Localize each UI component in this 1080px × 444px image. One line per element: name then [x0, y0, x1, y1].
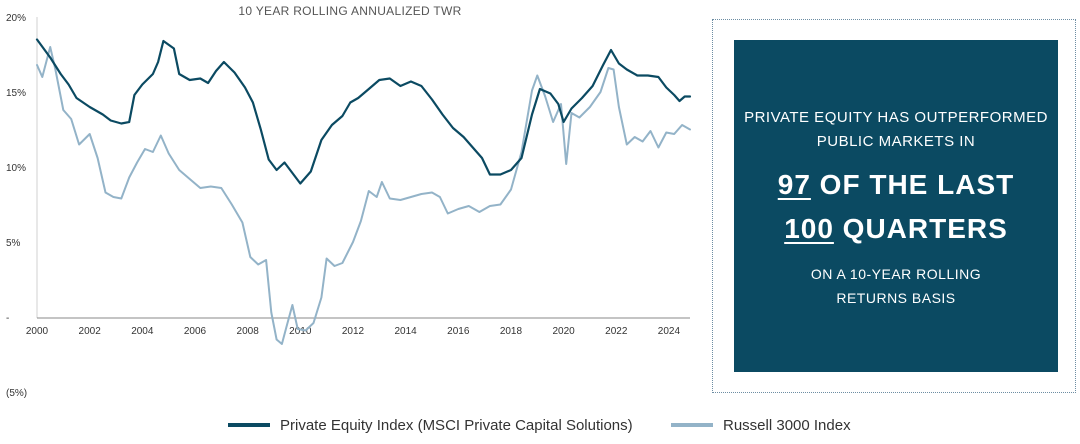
- y-tick-label: 10%: [6, 163, 26, 174]
- x-tick-label: 2010: [289, 326, 312, 337]
- x-tick-label: 2006: [184, 326, 207, 337]
- callout-big-text-1: OF THE LAST: [810, 169, 1015, 200]
- y-tick-label: 5%: [6, 238, 21, 249]
- callout-bottom-line-1: ON A 10-YEAR ROLLING: [810, 266, 982, 282]
- y-tick-labels: 20% 15% 10% 5% - (5%): [6, 13, 27, 399]
- callout-line-2: PUBLIC MARKETS IN: [816, 133, 976, 150]
- x-tick-label: 2020: [552, 326, 575, 337]
- x-tick-label: 2004: [131, 326, 154, 337]
- callout-border: [712, 19, 1076, 393]
- x-tick-label: 2022: [605, 326, 628, 337]
- chart-title: 10 YEAR ROLLING ANNUALIZED TWR: [238, 4, 461, 18]
- x-tick-label: 2014: [395, 326, 418, 337]
- callout-big-text-2: QUARTERS: [833, 213, 1008, 244]
- y-tick-label: (5%): [6, 388, 27, 399]
- callout-headline: PRIVATE EQUITY HAS OUTPERFORMED PUBLIC M…: [734, 106, 1058, 154]
- callout-big-line-2: 100 QUARTERS: [734, 212, 1058, 246]
- callout-number-100: 100: [784, 213, 834, 244]
- series-lines: [35, 38, 692, 345]
- legend-label-private-equity: Private Equity Index (MSCI Private Capit…: [280, 416, 633, 434]
- series-line-private-equity: [35, 38, 692, 185]
- x-tick-label: 2012: [342, 326, 365, 337]
- legend-item-russell-3000: Russell 3000 Index: [671, 414, 851, 436]
- callout-number-97: 97: [777, 169, 811, 200]
- y-tick-label: -: [6, 313, 9, 324]
- y-tick-label: 15%: [6, 88, 26, 99]
- line-chart: 10 YEAR ROLLING ANNUALIZED TWR 20% 15% 10%…: [6, 4, 692, 399]
- x-tick-label: 2024: [658, 326, 681, 337]
- x-tick-label: 2018: [500, 326, 523, 337]
- callout-line-1: PRIVATE EQUITY HAS OUTPERFORMED: [744, 109, 1048, 126]
- callout-big-line-1: 97 OF THE LAST: [734, 168, 1058, 202]
- x-tick-label: 2000: [26, 326, 49, 337]
- series-line-russell-3000: [36, 46, 691, 345]
- callout-panel: PRIVATE EQUITY HAS OUTPERFORMED PUBLIC M…: [734, 40, 1058, 372]
- callout-subtext: ON A 10-YEAR ROLLING RETURNS BASIS: [734, 262, 1058, 310]
- x-tick-label: 2002: [79, 326, 102, 337]
- x-tick-labels: 2000 2002 2004 2006 2008 2010 2012 2014 2016 2018…: [26, 326, 681, 337]
- legend-swatch-private-equity: [228, 423, 270, 427]
- callout-bottom-line-2: RETURNS BASIS: [836, 290, 956, 306]
- y-tick-label: 20%: [6, 13, 26, 24]
- legend-swatch-russell-3000: [671, 423, 713, 427]
- x-tick-label: 2008: [237, 326, 260, 337]
- legend-item-private-equity: Private Equity Index (MSCI Private Capit…: [228, 414, 633, 436]
- legend-label-russell-3000: Russell 3000 Index: [723, 416, 851, 434]
- x-tick-label: 2016: [447, 326, 470, 337]
